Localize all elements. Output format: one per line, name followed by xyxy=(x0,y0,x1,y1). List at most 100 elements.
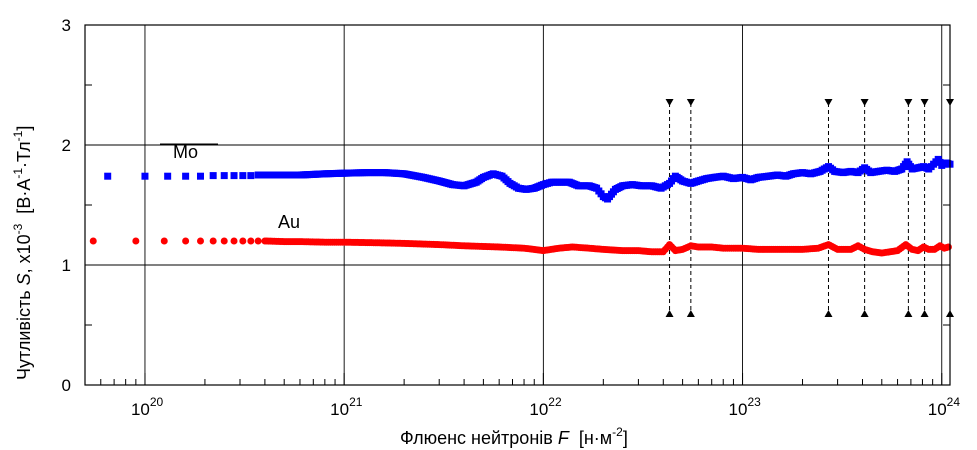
data-point-mo xyxy=(294,171,302,179)
data-point-mo xyxy=(447,180,455,188)
y-tick-label: 0 xyxy=(62,376,71,395)
data-point-au xyxy=(942,244,950,252)
series-mo xyxy=(104,155,954,203)
data-point-mo xyxy=(717,172,725,180)
data-point-mo xyxy=(685,179,693,187)
data-point-mo xyxy=(591,184,599,192)
data-point-mo xyxy=(601,194,609,202)
x-axis-units-close: ] xyxy=(623,428,628,448)
data-point-au xyxy=(220,237,228,245)
data-point-au xyxy=(209,237,217,245)
y-axis-units-exp2: -1 xyxy=(11,130,25,141)
data-point-mo xyxy=(737,174,745,182)
data-point-mo xyxy=(361,169,369,177)
data-point-mo xyxy=(692,178,700,186)
tick-labels: 0 1 2 3 1020 1021 1022 1023 1024 xyxy=(62,16,961,419)
grid xyxy=(85,25,950,385)
marker-arrow-up xyxy=(904,310,913,317)
x-axis-title-text: Флюенс нейтронів xyxy=(400,428,558,448)
marker-arrow-down xyxy=(904,99,913,106)
data-point-mo xyxy=(663,181,671,189)
data-point-mo xyxy=(727,174,735,182)
data-point-mo xyxy=(597,190,605,198)
data-point-mo xyxy=(512,183,520,191)
y-tick-label: 3 xyxy=(62,16,71,35)
data-point-mo xyxy=(762,172,770,180)
y-axis-title-mult-exp: -3 xyxy=(11,223,25,234)
x-axis-title-var: F xyxy=(558,428,570,448)
data-point-mo xyxy=(852,168,860,176)
data-point-mo xyxy=(278,171,286,179)
y-tick-label: 1 xyxy=(62,256,71,275)
marker-arrow-down xyxy=(824,99,833,106)
y-axis-units-exp1: -1 xyxy=(11,168,25,179)
data-point-mo xyxy=(906,163,914,171)
data-point-mo xyxy=(858,165,866,173)
marker-arrow-down xyxy=(920,99,929,106)
data-point-mo xyxy=(338,169,346,177)
data-point-mo xyxy=(307,170,315,178)
data-point-mo xyxy=(780,172,788,180)
data-point-mo xyxy=(927,163,935,171)
data-point-mo xyxy=(829,166,837,174)
marker-arrow-up xyxy=(824,310,833,317)
data-point-mo xyxy=(797,169,805,177)
data-point-mo xyxy=(617,183,625,191)
data-point-mo xyxy=(182,172,190,180)
data-point-mo xyxy=(845,168,853,176)
x-axis-units: [н·м xyxy=(579,428,612,448)
data-point-mo xyxy=(239,172,247,180)
data-point-au xyxy=(160,237,168,245)
data-point-mo xyxy=(528,185,536,192)
y-axis-units: [В·А xyxy=(14,179,34,214)
ticks xyxy=(84,24,950,386)
data-point-au xyxy=(89,237,97,245)
series-label-mo: Mo xyxy=(173,142,198,162)
data-point-mo xyxy=(881,167,889,174)
data-point-mo xyxy=(553,178,561,186)
y-axis-title-mult: , x10 xyxy=(14,234,34,273)
x-tick-label: 1022 xyxy=(529,395,562,419)
data-point-mo xyxy=(940,160,948,168)
data-point-mo xyxy=(918,163,926,171)
data-point-mo xyxy=(923,164,931,172)
data-point-mo xyxy=(583,182,591,190)
data-point-mo xyxy=(196,172,204,180)
data-point-mo xyxy=(141,172,149,180)
data-point-mo xyxy=(708,174,716,182)
series-label-au: Au xyxy=(278,212,300,232)
data-point-mo xyxy=(269,171,277,179)
marker-arrow-up xyxy=(860,310,869,317)
data-point-mo xyxy=(822,164,830,172)
y-axis-units-tl: ·Тл xyxy=(14,141,34,168)
data-point-mo xyxy=(609,188,617,196)
data-point-mo xyxy=(936,158,944,166)
y-axis-title: Чутливість S, x10-3[В·А-1·Тл-1] xyxy=(11,126,34,380)
data-point-au xyxy=(239,237,247,245)
data-point-au xyxy=(230,237,238,245)
data-point-mo xyxy=(677,176,685,184)
x-tick-label: 1020 xyxy=(131,395,164,419)
x-axis-units-exp: -2 xyxy=(612,425,623,439)
series-au xyxy=(89,237,952,257)
data-point-mo xyxy=(889,167,897,175)
data-point-mo xyxy=(538,181,546,189)
data-point-mo xyxy=(433,177,441,185)
data-point-mo xyxy=(805,170,813,177)
data-point-mo xyxy=(563,178,571,186)
data-point-mo xyxy=(626,181,634,189)
marker-arrow-up xyxy=(920,310,929,317)
data-point-mo xyxy=(772,171,780,179)
marker-arrow-down xyxy=(860,99,869,106)
data-point-mo xyxy=(254,171,262,179)
y-tick-label: 2 xyxy=(62,136,71,155)
data-point-mo xyxy=(752,174,760,182)
data-point-au xyxy=(254,237,262,245)
data-point-mo xyxy=(546,179,554,187)
marker-lines xyxy=(665,99,954,317)
data-point-mo xyxy=(573,181,581,189)
data-point-mo xyxy=(520,185,528,193)
data-point-mo xyxy=(209,172,217,180)
data-point-au xyxy=(132,237,140,245)
